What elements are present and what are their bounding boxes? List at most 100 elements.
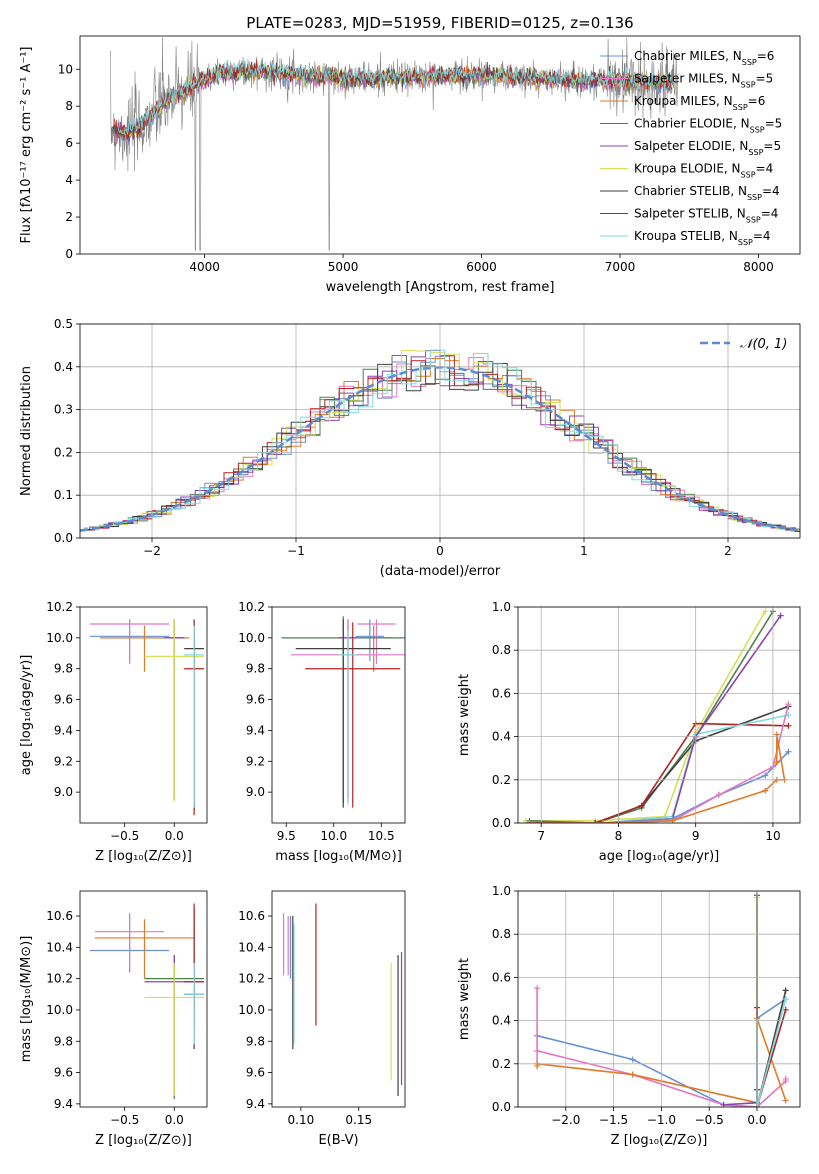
y-tick-label: 2: [65, 210, 73, 224]
weight-line: [529, 734, 786, 823]
weight-marker: [629, 1056, 636, 1063]
y-tick-label: 10: [58, 62, 73, 76]
y-tick-label: 10.2: [46, 600, 73, 614]
y-tick-label: 4: [65, 173, 73, 187]
error-bar: [305, 622, 401, 808]
y-tick-label: 0.0: [54, 531, 73, 545]
weight-marker: [782, 987, 789, 994]
legend-label: Kroupa MILES, NSSP=6: [634, 94, 765, 112]
y-axis-label: mass weight: [457, 958, 472, 1040]
error-bar: [357, 619, 396, 665]
weight-marker: [777, 612, 784, 619]
y-tick-label: 9.4: [246, 723, 265, 737]
y-tick-label: 0.2: [54, 445, 73, 459]
error-bar: [338, 630, 358, 805]
x-tick-label: −1: [287, 544, 305, 558]
y-tick-label: 9.2: [246, 754, 265, 768]
weight-marker: [785, 722, 792, 729]
weight-marker: [782, 1075, 789, 1082]
chart-mass-weight-vs-Z: −2.0 −1.5 −1.0 −0.5 0.0 0.0 0.2 0.4 0.6 0.8 1.0 Z […: [457, 884, 801, 1148]
x-tick-label: 1: [580, 544, 588, 558]
x-tick-label: −2.0: [551, 1113, 580, 1127]
weight-marker: [526, 820, 533, 823]
y-tick-label: 9.4: [54, 1097, 73, 1111]
y-tick-label: 9.6: [54, 1066, 73, 1080]
plot-area: [282, 903, 403, 1097]
x-tick-label: 4000: [189, 260, 220, 274]
weight-marker: [762, 608, 769, 615]
y-tick-label: 10.2: [46, 972, 73, 986]
y-axis-label: mass [log₁₀(M/M⊙)]: [19, 936, 34, 1063]
y-tick-label: 0.0: [492, 1100, 511, 1114]
y-tick-label: 8: [65, 99, 73, 113]
y-tick-label: 9.6: [54, 693, 73, 707]
x-tick-label: 0.15: [345, 1113, 372, 1127]
y-tick-label: 0.3: [54, 403, 73, 417]
y-tick-label: 9.6: [246, 693, 265, 707]
plot-area: [89, 619, 205, 816]
chart-mass-vs-EBV: 0.10 0.15 9.4 9.6 9.8 10.0 10.2 10.4 10.6 E(B-V): [238, 890, 406, 1148]
y-tick-label: 10.4: [46, 940, 73, 954]
y-tick-label: 10.0: [46, 631, 73, 645]
weight-marker: [715, 791, 722, 798]
legend-label: Kroupa STELIB, NSSP=4: [634, 229, 771, 247]
y-tick-label: 9.0: [54, 785, 73, 799]
weight-marker: [762, 772, 769, 779]
x-tick-label: −0.5: [110, 829, 139, 843]
x-tick-label: 2: [724, 544, 732, 558]
y-tick-label: 9.2: [54, 754, 73, 768]
chart-residuals: −2 −1 0 1 2 0.0 0.1 0.2 0.3 0.4 0.5 (data-model)/er…: [19, 317, 801, 579]
y-tick-label: 0.4: [492, 1014, 511, 1028]
y-tick-label: 9.4: [54, 723, 73, 737]
x-tick-label: 6000: [466, 260, 497, 274]
y-axis-label: mass weight: [457, 674, 472, 756]
y-tick-label: 0.2: [492, 773, 511, 787]
error-bar: [94, 919, 195, 979]
x-tick-label: 5000: [328, 260, 359, 274]
x-tick-label: 7000: [605, 260, 636, 274]
chart-age-vs-Z: −0.5 0.0 9.0 9.2 9.4 9.6 9.8 10.0 10.2 Z [log₁₀(Z…: [19, 600, 208, 864]
y-tick-label: 10.2: [238, 600, 265, 614]
error-bar: [89, 619, 170, 665]
y-tick-label: 0.0: [492, 816, 511, 830]
axes-frame: [517, 606, 801, 824]
y-tick-label: 0.8: [492, 927, 511, 941]
x-tick-label: −1.0: [647, 1113, 676, 1127]
x-axis-label: Z [log₁₀(Z/Z⊙)]: [95, 1133, 192, 1148]
model-spectrum: [111, 60, 673, 140]
plot-area: [522, 608, 792, 823]
weight-line: [529, 714, 789, 823]
weight-marker: [782, 1006, 789, 1013]
y-axis-label: Flux [fλ10⁻¹⁷ erg cm⁻² s⁻¹ A⁻¹]: [19, 47, 34, 244]
x-tick-label: 10: [765, 829, 780, 843]
legend-label: Chabrier MILES, NSSP=6: [634, 49, 774, 67]
weight-marker: [534, 1047, 541, 1054]
legend-label: Salpeter ELODIE, NSSP=5: [634, 139, 781, 157]
weight-line: [529, 615, 782, 823]
error-bar: [184, 625, 205, 808]
x-tick-label: 0.0: [165, 1113, 184, 1127]
error-bar: [355, 619, 385, 661]
weight-marker: [773, 759, 780, 766]
legend-label: 𝒩(0, 1): [740, 337, 787, 352]
y-tick-label: 10.4: [238, 940, 265, 954]
figure-title: PLATE=0283, MJD=51959, FIBERID=0125, z=0…: [246, 14, 633, 32]
x-tick-label: 7: [537, 829, 545, 843]
error-bar: [144, 963, 205, 1097]
weight-marker: [782, 996, 789, 1002]
x-axis-label: mass [log₁₀(M/M⊙)]: [275, 849, 402, 864]
x-tick-label: 8000: [743, 260, 774, 274]
chart-mass-weight-vs-age: 7 8 9 10 0.0 0.2 0.4 0.6 0.8 1.0 age [log₁₀(age/yr…: [457, 600, 801, 864]
y-tick-label: 9.8: [246, 662, 265, 676]
weight-line: [529, 751, 789, 823]
legend: Chabrier MILES, NSSP=6 Salpeter MILES, NS…: [600, 49, 782, 247]
legend-label: Kroupa ELODIE, NSSP=4: [634, 162, 773, 180]
y-tick-label: 10.6: [46, 909, 73, 923]
plot-area: [89, 903, 205, 1100]
axes-frame: [79, 606, 208, 824]
y-tick-label: 10.0: [238, 1003, 265, 1017]
axes-frame: [271, 890, 406, 1108]
error-bar: [184, 963, 205, 1045]
x-tick-label: −0.5: [695, 1113, 724, 1127]
weight-line: [723, 895, 758, 1106]
